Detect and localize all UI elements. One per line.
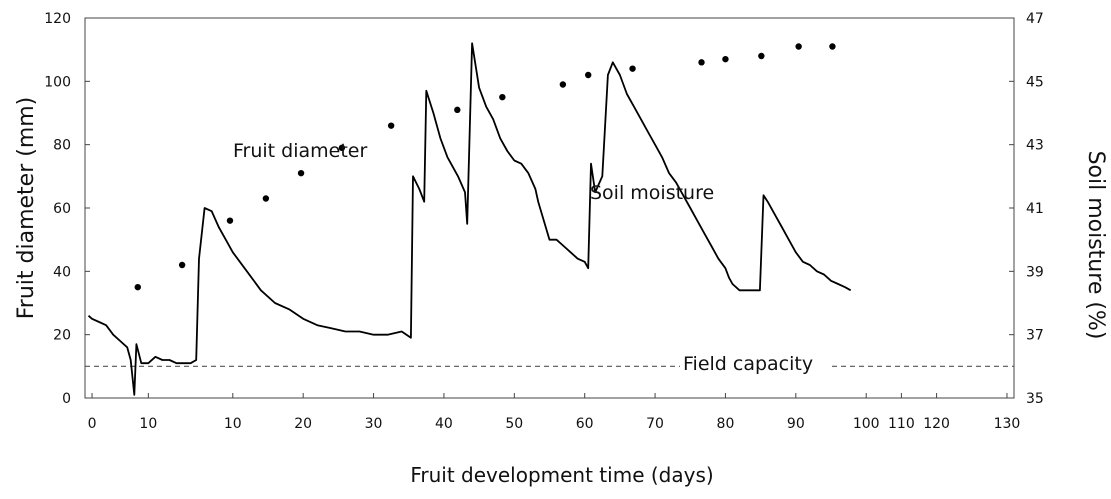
right-tick-label: 39: [1026, 264, 1044, 280]
fruit-diameter-points: [134, 43, 836, 291]
fruit-diameter-point: [178, 261, 186, 269]
left-axis-title: Fruit diameter (mm): [14, 97, 39, 320]
x-tick-label: 40: [435, 416, 453, 432]
fruit-diameter-point: [722, 55, 729, 63]
plot-frame: [84, 17, 1015, 399]
x-axis: 0 10 10 20 30 40 50 60 70 80 90 100 110 120 130: [88, 393, 1021, 432]
fruit-diameter-point: [134, 283, 141, 291]
left-tick-label: 40: [53, 264, 71, 280]
x-tick-label: 20: [294, 416, 312, 432]
fruit-diameter-point: [585, 71, 592, 79]
fruit-diameter-point: [829, 43, 836, 50]
left-axis: 0 20 40 60 80 100 120: [44, 11, 90, 407]
x-tick-label: 0: [88, 416, 97, 432]
annotations: Fruit diameter Soil moisture Field capac…: [233, 140, 830, 375]
fruit-diameter-point: [387, 122, 395, 129]
fruit-diameter-point: [226, 217, 234, 224]
fruit-diameter-point: [559, 81, 567, 88]
x-tick-label: 120: [923, 416, 950, 432]
right-tick-label: 41: [1026, 201, 1044, 217]
x-tick-label: 10: [224, 416, 242, 432]
right-tick-label: 43: [1026, 138, 1044, 154]
right-axis-title: Soil moisture (%): [1083, 151, 1108, 340]
fruit-diameter-point: [758, 52, 765, 60]
left-tick-label: 80: [53, 138, 71, 154]
x-tick-label: 90: [787, 416, 805, 432]
right-tick-label: 47: [1026, 11, 1044, 27]
x-tick-label: 60: [576, 416, 594, 432]
x-axis-title: Fruit development time (days): [410, 463, 713, 487]
fruit-diameter-point: [454, 106, 461, 114]
x-tick-label: 30: [365, 416, 383, 432]
x-tick-label: 130: [994, 416, 1021, 432]
x-tick-label: 10: [139, 416, 157, 432]
left-tick-label: 100: [44, 74, 71, 90]
field-capacity-label-bg: [680, 352, 830, 374]
right-tick-label: 35: [1026, 391, 1044, 407]
x-tick-label: 70: [646, 416, 664, 432]
right-tick-label: 45: [1026, 74, 1044, 90]
fruit-diameter-point: [297, 169, 305, 177]
x-tick-label: 100: [853, 416, 880, 432]
x-tick-label: 50: [505, 416, 523, 432]
fruit-diameter-point: [629, 65, 636, 72]
fruit-diameter-annotation: Fruit diameter: [233, 140, 367, 162]
left-tick-label: 20: [53, 328, 71, 344]
fruit-diameter-point: [338, 144, 346, 152]
left-tick-label: 60: [53, 201, 71, 217]
plot-area: [84, 17, 1015, 399]
right-axis: 35 37 39 41 43 45 47: [1009, 11, 1044, 407]
soil-moisture-series-line: [87, 42, 852, 396]
fruit-diameter-point: [499, 93, 506, 101]
fruit-diameter-point: [795, 43, 802, 50]
field-capacity-annotation: Field capacity: [683, 353, 813, 375]
left-tick-label: 0: [62, 391, 71, 407]
x-tick-label: 110: [888, 416, 915, 432]
right-tick-label: 37: [1026, 328, 1044, 344]
left-tick-label: 120: [44, 11, 71, 27]
soil-moisture-annotation: Soil moisture: [590, 182, 714, 204]
fruit-diameter-point: [698, 59, 705, 66]
fruit-diameter-point: [262, 195, 270, 202]
x-tick-label: 80: [717, 416, 735, 432]
